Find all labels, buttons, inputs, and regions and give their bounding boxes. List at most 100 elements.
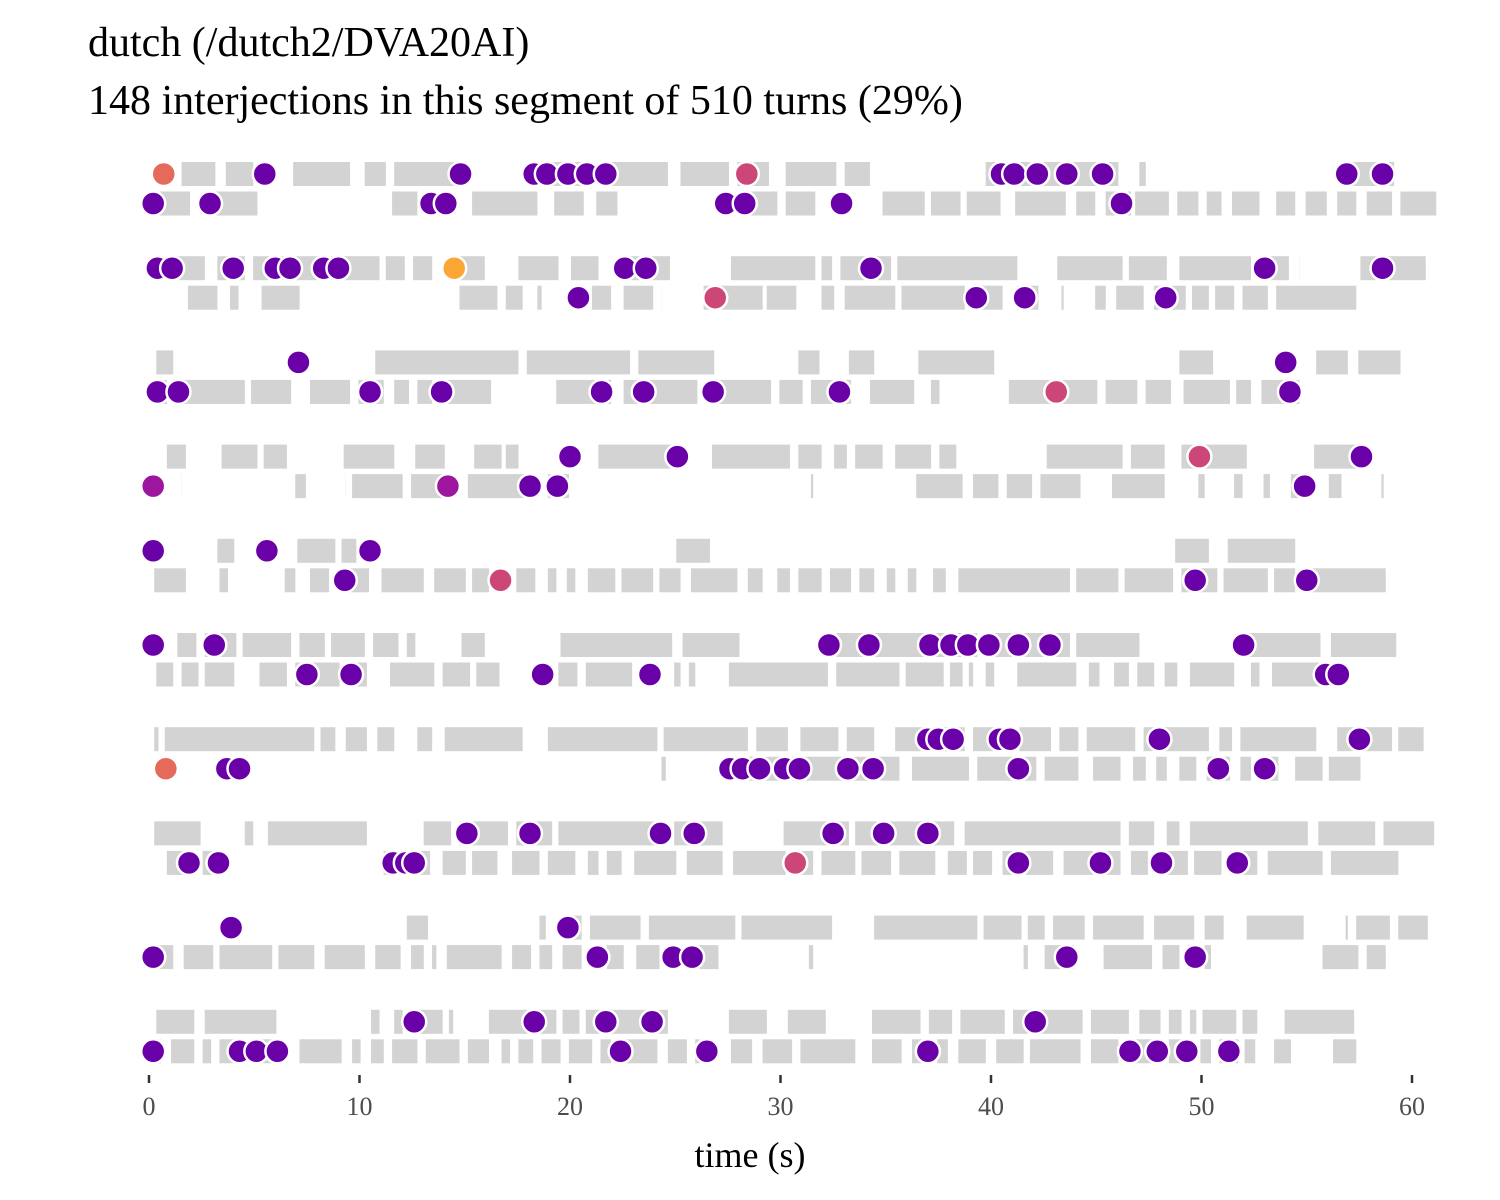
turn-bar: [596, 442, 679, 471]
turn-bar: [185, 283, 220, 312]
interjection-dot: [963, 284, 990, 311]
turn-bar: [545, 566, 559, 595]
turn-bar: [291, 160, 353, 188]
turn-bar: [634, 943, 662, 972]
turn-bar: [1027, 1037, 1083, 1066]
turn-bar: [569, 254, 601, 283]
turn-bar: [594, 189, 620, 218]
turn-bar: [379, 566, 426, 595]
interjection-dot: [1148, 849, 1175, 877]
interjection-dot: [647, 820, 674, 847]
interjection-dots-layer: [139, 160, 1396, 1065]
turn-bar: [657, 566, 683, 595]
turn-bar: [971, 472, 1001, 501]
turn-bar: [1055, 254, 1125, 283]
turn-bar: [1166, 1007, 1184, 1036]
turn-bar: [1396, 913, 1430, 942]
turn-bar: [1137, 160, 1148, 188]
interjection-dot: [293, 661, 321, 688]
interjection-dot: [139, 472, 167, 500]
interjection-dot: [1000, 160, 1028, 188]
interjection-dot: [139, 1038, 167, 1065]
turn-bar: [179, 660, 201, 689]
turn-bar: [409, 943, 426, 972]
turn-bar: [179, 160, 218, 188]
interjection-dot: [1089, 160, 1116, 188]
interjection-dot: [139, 537, 167, 565]
x-axis-label: time (s): [694, 1135, 806, 1175]
turn-bar: [1232, 472, 1245, 501]
turn-bar: [1242, 1037, 1258, 1066]
interjection-dot: [1087, 849, 1114, 877]
turn-bar: [1004, 472, 1035, 501]
turn-bar: [926, 1007, 955, 1036]
turn-bar: [411, 254, 435, 283]
interjection-dot: [1116, 1038, 1144, 1065]
interjection-dot: [1369, 254, 1396, 282]
turn-bar: [440, 660, 473, 689]
x-tick-label: 0: [143, 1092, 156, 1121]
interjection-dot: [556, 443, 584, 470]
interjection-dot: [693, 1038, 721, 1065]
turn-bar: [726, 660, 830, 689]
turn-bar: [1164, 819, 1182, 848]
turn-bar: [785, 1007, 828, 1036]
turn-bar: [297, 631, 327, 659]
turn-bar: [169, 1037, 197, 1066]
turn-bar: [859, 848, 894, 877]
turn-bar: [1021, 943, 1030, 972]
turn-bar: [1316, 819, 1378, 848]
turn-bar: [457, 283, 500, 312]
turn-bar: [1240, 1007, 1260, 1036]
turn-bar: [1314, 348, 1350, 377]
turn-bar: [956, 1037, 988, 1066]
turn-bar: [404, 631, 418, 659]
turn-bar: [1354, 913, 1392, 942]
turn-bar: [392, 377, 412, 406]
turn-bar: [1057, 725, 1081, 754]
turn-bar: [1051, 913, 1087, 942]
turn-bar: [175, 631, 199, 659]
turn-bar: [1135, 660, 1157, 689]
interjection-dot: [819, 820, 847, 847]
interjection-dot: [400, 849, 428, 877]
turn-bar: [832, 442, 849, 471]
turn-bar: [1091, 754, 1123, 783]
turn-bar: [1244, 913, 1306, 942]
turn-bar: [307, 377, 353, 406]
interjection-dot: [217, 914, 245, 941]
interjection-dot: [1291, 472, 1318, 500]
turn-bar: [1238, 754, 1254, 783]
interjection-dot: [1005, 849, 1032, 877]
turn-bar: [1128, 442, 1167, 471]
turn-bar: [870, 1037, 904, 1066]
turn-bar: [1187, 660, 1237, 689]
interjection-dot: [544, 472, 571, 500]
turn-bar: [1074, 189, 1098, 218]
turn-bar: [202, 1007, 279, 1036]
turn-bar: [343, 472, 348, 501]
interjection-dot: [516, 820, 544, 847]
interjection-dot: [834, 755, 862, 782]
turn-bar: [1331, 1037, 1359, 1066]
turn-bar: [415, 725, 435, 754]
turn-bar: [1187, 1007, 1199, 1036]
turn-bar: [537, 943, 555, 972]
turn-bar: [1229, 189, 1262, 218]
interjection-dot: [520, 1008, 548, 1036]
turn-bar: [590, 283, 614, 312]
turn-bar: [558, 631, 675, 659]
turn-bar: [503, 283, 525, 312]
turn-bar: [846, 348, 877, 377]
turn-bar: [867, 377, 917, 406]
interjection-dot: [1152, 284, 1179, 311]
interjection-dot: [565, 284, 592, 311]
interjection-dot: [1005, 631, 1032, 659]
turn-bar: [442, 725, 525, 754]
turn-bar: [259, 283, 302, 312]
interjection-dot: [699, 378, 727, 406]
turn-bar: [1154, 754, 1169, 783]
turn-bar: [983, 660, 997, 689]
turn-bar: [1091, 913, 1146, 942]
turn-bar: [1074, 631, 1142, 659]
